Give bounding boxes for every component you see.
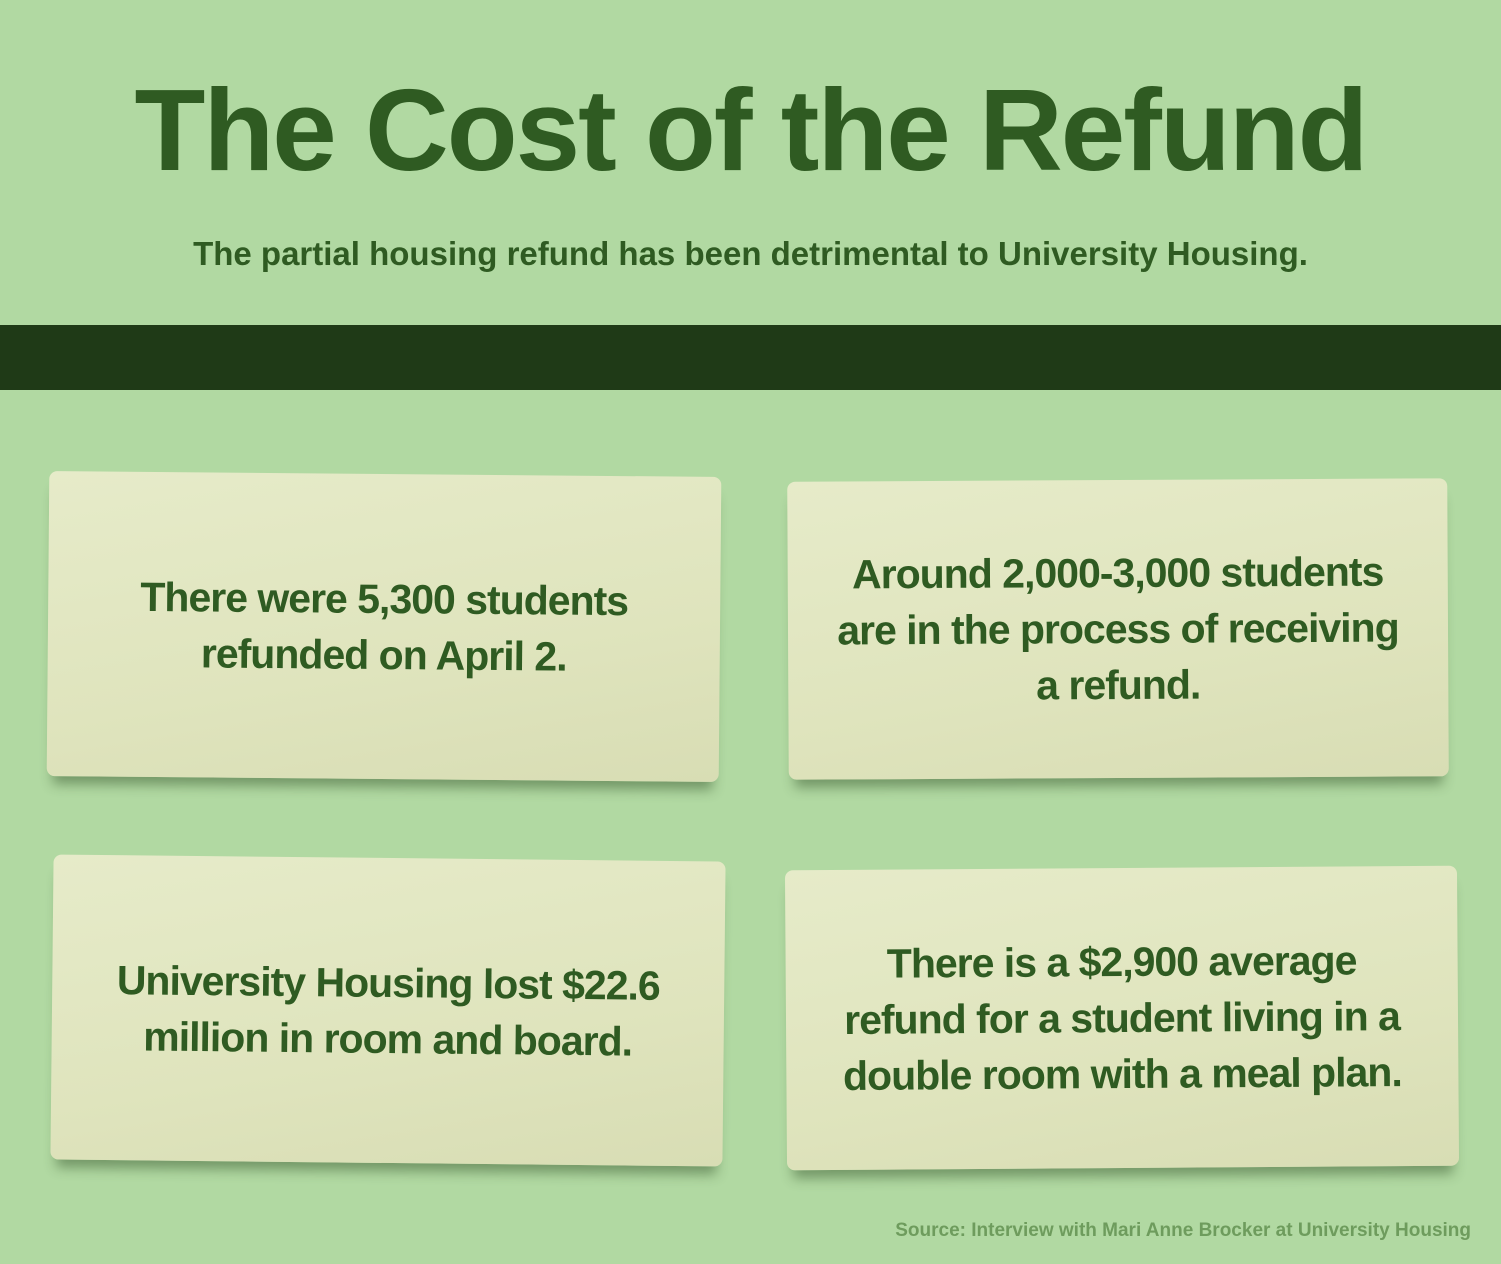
divider-bar (0, 325, 1501, 390)
fact-text: There were 5,300 students refunded on Ap… (140, 573, 629, 680)
fact-card-housing-loss: University Housing lost $22.6 million in… (50, 854, 726, 1167)
page-title: The Cost of the Refund (134, 65, 1369, 195)
subtitle: The partial housing refund has been detr… (193, 235, 1308, 272)
fact-card-students-refunded: There were 5,300 students refunded on Ap… (46, 471, 722, 782)
source-note: Source: Interview with Mari Anne Brocker… (895, 1220, 1471, 1241)
fact-text: There is a $2,900 average refund for a s… (842, 937, 1402, 1099)
fact-card-students-in-process: Around 2,000-3,000 students are in the p… (787, 478, 1449, 780)
fact-text: University Housing lost $22.6 million in… (116, 956, 660, 1065)
fact-card-average-refund: There is a $2,900 average refund for a s… (784, 865, 1460, 1171)
fact-text: Around 2,000-3,000 students are in the p… (837, 548, 1399, 709)
